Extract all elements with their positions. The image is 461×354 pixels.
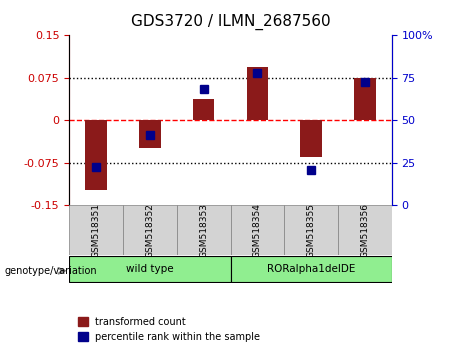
Text: GSM518351: GSM518351 [92,202,100,258]
Text: GSM518354: GSM518354 [253,202,262,258]
Bar [193,99,214,120]
FancyBboxPatch shape [338,205,392,255]
Text: GSM518352: GSM518352 [145,202,154,258]
Bar [354,78,376,120]
FancyBboxPatch shape [230,205,284,255]
Legend: transformed count, percentile rank within the sample: transformed count, percentile rank withi… [74,313,264,346]
Text: GSM518355: GSM518355 [307,202,316,258]
Text: GDS3720 / ILMN_2687560: GDS3720 / ILMN_2687560 [130,14,331,30]
Text: genotype/variation: genotype/variation [5,266,97,276]
FancyBboxPatch shape [69,205,123,255]
Text: GSM518356: GSM518356 [361,202,369,258]
FancyBboxPatch shape [284,205,338,255]
Text: wild type: wild type [126,264,174,274]
Bar [85,120,107,190]
Bar [139,120,160,148]
FancyBboxPatch shape [230,256,392,282]
Bar [301,120,322,157]
FancyBboxPatch shape [177,205,230,255]
Bar [247,67,268,120]
FancyBboxPatch shape [69,256,230,282]
FancyBboxPatch shape [123,205,177,255]
Text: GSM518353: GSM518353 [199,202,208,258]
Text: RORalpha1delDE: RORalpha1delDE [267,264,355,274]
